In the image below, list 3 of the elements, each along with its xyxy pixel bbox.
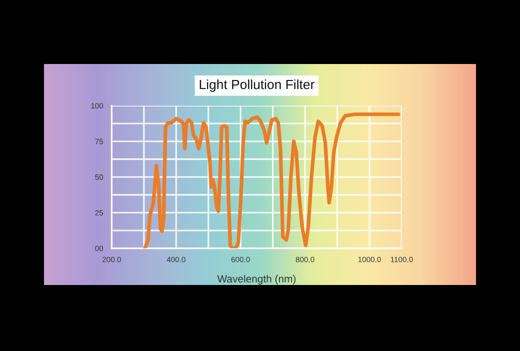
line-series (143, 112, 400, 248)
chart-title: Light Pollution Filter (200, 79, 314, 92)
x-axis-title: Wavelength (nm) (217, 274, 296, 285)
